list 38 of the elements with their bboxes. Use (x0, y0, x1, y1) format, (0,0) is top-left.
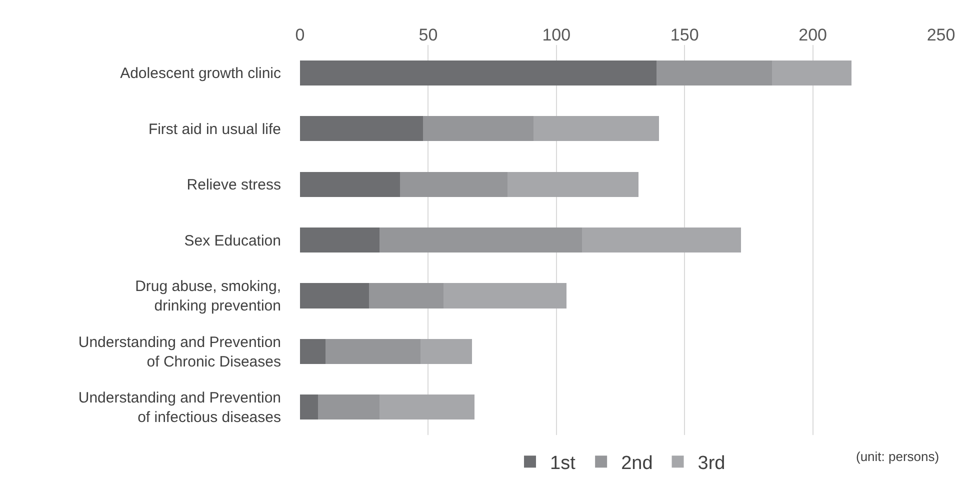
bar (300, 60, 656, 86)
x-tick-label: 100 (542, 26, 571, 45)
y-tick-label: Adolescent growth clinic (120, 65, 282, 82)
x-tick-label: 150 (670, 26, 699, 45)
bar (400, 172, 508, 197)
bar (300, 338, 326, 364)
legend-label: 3rd (698, 453, 726, 474)
legend-label: 1st (550, 453, 576, 474)
y-tick-label: Relieve stress (186, 176, 281, 194)
y-tick-label: Drug abuse, smoking, drinking prevention (135, 278, 281, 315)
bar (444, 283, 567, 308)
bar (420, 338, 472, 364)
bar (300, 116, 424, 142)
y-tick-label: Sex Education (184, 232, 281, 250)
bar (300, 172, 400, 197)
bar (423, 116, 534, 142)
x-tick-label: 50 (418, 26, 438, 45)
x-tick-label: 0 (295, 26, 305, 45)
legend-label: 2nd (621, 453, 653, 474)
bar (318, 394, 380, 420)
text: (unit: persons) (856, 449, 940, 464)
x-tick-label: 200 (798, 26, 827, 45)
bar (379, 227, 582, 253)
bar (508, 172, 638, 197)
bar (379, 394, 474, 420)
bar (369, 283, 444, 308)
bar (533, 116, 659, 142)
y-tick-label: Understanding and Prevention of infectious diseases (78, 390, 281, 426)
bar (326, 338, 421, 364)
bar (656, 60, 772, 86)
bar (582, 227, 742, 253)
y-tick-label: Understanding and Prevention of Chronic Diseases (78, 334, 281, 370)
x-tick-label: 250 (926, 26, 956, 45)
y-tick-label: First aid in usual life (148, 120, 281, 138)
bar (300, 227, 380, 253)
bar (300, 283, 370, 308)
bar (772, 60, 852, 86)
bar (300, 394, 318, 420)
